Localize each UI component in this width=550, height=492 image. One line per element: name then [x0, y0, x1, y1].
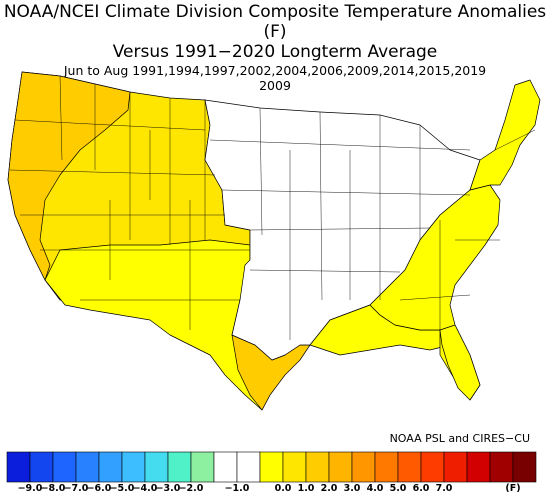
region-northeast: [469, 79, 541, 191]
colorbar-tick-label: −9.0: [18, 483, 43, 492]
colorbar-swatches: [6, 451, 537, 483]
colorbar-swatch: [420, 451, 445, 483]
colorbar-swatch: [75, 451, 100, 483]
colorbar-swatch: [397, 451, 422, 483]
map-subtitle: Versus 1991−2020 Longterm Average: [112, 42, 438, 62]
colorbar-swatch: [121, 451, 146, 483]
colorbar-swatch: [167, 451, 192, 483]
colorbar-tick-label: −5.0: [110, 483, 135, 492]
region-pacific-northwest: [7, 71, 131, 281]
colorbar-legend: −9.0−8.0−7.0−6.0−5.0−4.0−3.0−2.0 −1.0 0.0 1…: [6, 451, 537, 492]
colorbar-labels: −9.0−8.0−7.0−6.0−5.0−4.0−3.0−2.0 −1.0 0.0 1…: [18, 483, 521, 492]
colorbar-tick-label: −3.0: [156, 483, 181, 492]
colorbar-swatch: [213, 451, 238, 483]
colorbar-swatch: [29, 451, 54, 483]
colorbar-tick-label: 7.0: [436, 483, 453, 492]
colorbar-swatch: [351, 451, 376, 483]
colorbar-tick-label: 3.0: [344, 483, 361, 492]
region-central-plains: [204, 99, 481, 361]
colorbar-swatch: [305, 451, 330, 483]
colorbar-swatch: [259, 451, 284, 483]
colorbar-tick-label: −4.0: [133, 483, 158, 492]
colorbar-tick-label: −2.0: [179, 483, 204, 492]
colorbar-swatch: [236, 451, 261, 483]
colorbar-tick-label: −1.0: [225, 483, 250, 492]
colorbar-swatch: [282, 451, 307, 483]
colorbar-swatch: [466, 451, 491, 483]
colorbar-swatch: [98, 451, 123, 483]
colorbar-swatch: [374, 451, 399, 483]
colorbar-swatch: [6, 451, 31, 483]
division-boundaries: [9, 75, 536, 340]
colorbar-tick-label: 2.0: [321, 483, 338, 492]
colorbar-tick-label: −6.0: [87, 483, 112, 492]
colorbar-swatch: [328, 451, 353, 483]
colorbar-unit-label: (F): [505, 483, 520, 492]
colorbar-swatch: [512, 451, 537, 483]
us-climate-division-map: [7, 71, 541, 411]
credit-label: NOAA PSL and CIRES−CU: [389, 432, 530, 445]
map-title: NOAA/NCEI Climate Division Composite Tem…: [3, 2, 547, 42]
colorbar-swatch: [443, 451, 468, 483]
colorbar-swatch: [190, 451, 215, 483]
colorbar-tick-label: 6.0: [413, 483, 430, 492]
colorbar-tick-label: −7.0: [64, 483, 89, 492]
title-block: NOAA/NCEI Climate Division Composite Tem…: [0, 0, 550, 93]
highlight-year: 2009: [259, 78, 291, 93]
colorbar-swatch: [144, 451, 169, 483]
region-southeast: [369, 184, 501, 401]
colorbar-tick-label: 1.0: [298, 483, 315, 492]
colorbar-tick-label: 5.0: [390, 483, 407, 492]
colorbar-tick-label: 0.0: [275, 483, 292, 492]
region-florida: [439, 324, 481, 401]
colorbar-swatch: [52, 451, 77, 483]
colorbar-tick-label: −8.0: [41, 483, 66, 492]
colorbar-tick-label: 4.0: [367, 483, 384, 492]
period-years: Jun to Aug 1991,1994,1997,2002,2004,2006…: [63, 63, 487, 78]
colorbar-swatch: [489, 451, 514, 483]
